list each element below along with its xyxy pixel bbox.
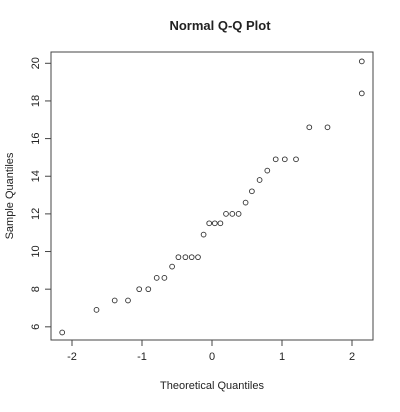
- data-point: [195, 254, 201, 261]
- y-tick-label: 14: [30, 170, 42, 182]
- data-point: [358, 58, 365, 65]
- data-point: [188, 254, 195, 261]
- data-point: [200, 231, 207, 238]
- data-point: [249, 188, 255, 195]
- data-point: [217, 220, 224, 227]
- data-point: [256, 177, 263, 183]
- data-point: [211, 220, 218, 227]
- y-tick-label: 10: [30, 245, 42, 257]
- data-point: [293, 156, 299, 163]
- y-tick-label: 12: [30, 208, 42, 220]
- data-point: [242, 199, 249, 206]
- y-tick-label: 20: [30, 57, 42, 69]
- data-point: [93, 307, 100, 313]
- y-tick-label: 8: [30, 286, 42, 292]
- y-tick-label: 6: [30, 324, 42, 330]
- x-axis-label: Theoretical Quantiles: [160, 380, 264, 392]
- x-tick-label: -2: [67, 351, 77, 363]
- data-point: [125, 297, 131, 304]
- data-point: [161, 275, 168, 281]
- data-points: [59, 58, 365, 336]
- data-point: [306, 124, 313, 131]
- data-point: [223, 211, 229, 217]
- y-axis: 6 8 10 12 14 16 18 20: [30, 57, 51, 330]
- x-tick-label: -1: [137, 351, 147, 363]
- data-point: [229, 211, 236, 217]
- data-point: [272, 156, 279, 163]
- data-point: [136, 286, 143, 293]
- data-point: [169, 263, 175, 270]
- data-point: [206, 220, 213, 227]
- y-tick-label: 16: [30, 132, 42, 144]
- y-axis-label: Sample Quantiles: [4, 152, 16, 239]
- data-point: [182, 254, 189, 261]
- x-tick-label: 2: [349, 351, 355, 363]
- x-tick-label: 0: [209, 351, 215, 363]
- data-point: [358, 90, 365, 97]
- y-tick-label: 18: [30, 95, 42, 107]
- data-point: [281, 156, 288, 163]
- data-point: [59, 329, 66, 336]
- data-point: [145, 286, 152, 293]
- chart-title: Normal Q-Q Plot: [169, 18, 271, 33]
- data-point: [235, 211, 242, 217]
- data-point: [175, 254, 182, 261]
- x-tick-label: 1: [279, 351, 285, 363]
- x-axis: -2 -1 0 1 2: [67, 340, 355, 363]
- data-point: [264, 167, 271, 174]
- data-point: [153, 275, 160, 281]
- data-point: [111, 297, 118, 304]
- plot-frame: [50, 51, 374, 341]
- data-point: [324, 124, 331, 131]
